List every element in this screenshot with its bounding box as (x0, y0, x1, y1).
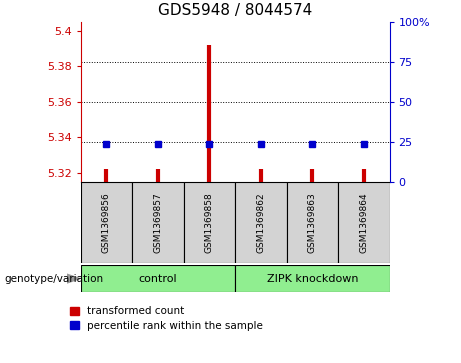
FancyBboxPatch shape (287, 182, 338, 263)
Text: GSM1369863: GSM1369863 (308, 192, 317, 253)
Text: GSM1369864: GSM1369864 (359, 192, 368, 253)
Text: genotype/variation: genotype/variation (5, 274, 104, 284)
FancyBboxPatch shape (132, 182, 183, 263)
Text: GSM1369857: GSM1369857 (154, 192, 162, 253)
Text: GSM1369858: GSM1369858 (205, 192, 214, 253)
Text: control: control (139, 274, 177, 284)
FancyBboxPatch shape (235, 265, 390, 292)
FancyBboxPatch shape (338, 182, 390, 263)
Text: GSM1369862: GSM1369862 (256, 192, 266, 253)
Text: ZIPK knockdown: ZIPK knockdown (266, 274, 358, 284)
Title: GDS5948 / 8044574: GDS5948 / 8044574 (158, 3, 312, 18)
FancyBboxPatch shape (81, 182, 132, 263)
FancyBboxPatch shape (235, 182, 287, 263)
Text: GSM1369856: GSM1369856 (102, 192, 111, 253)
FancyBboxPatch shape (183, 182, 235, 263)
FancyBboxPatch shape (81, 265, 235, 292)
Legend: transformed count, percentile rank within the sample: transformed count, percentile rank withi… (70, 306, 263, 331)
Polygon shape (67, 274, 80, 283)
